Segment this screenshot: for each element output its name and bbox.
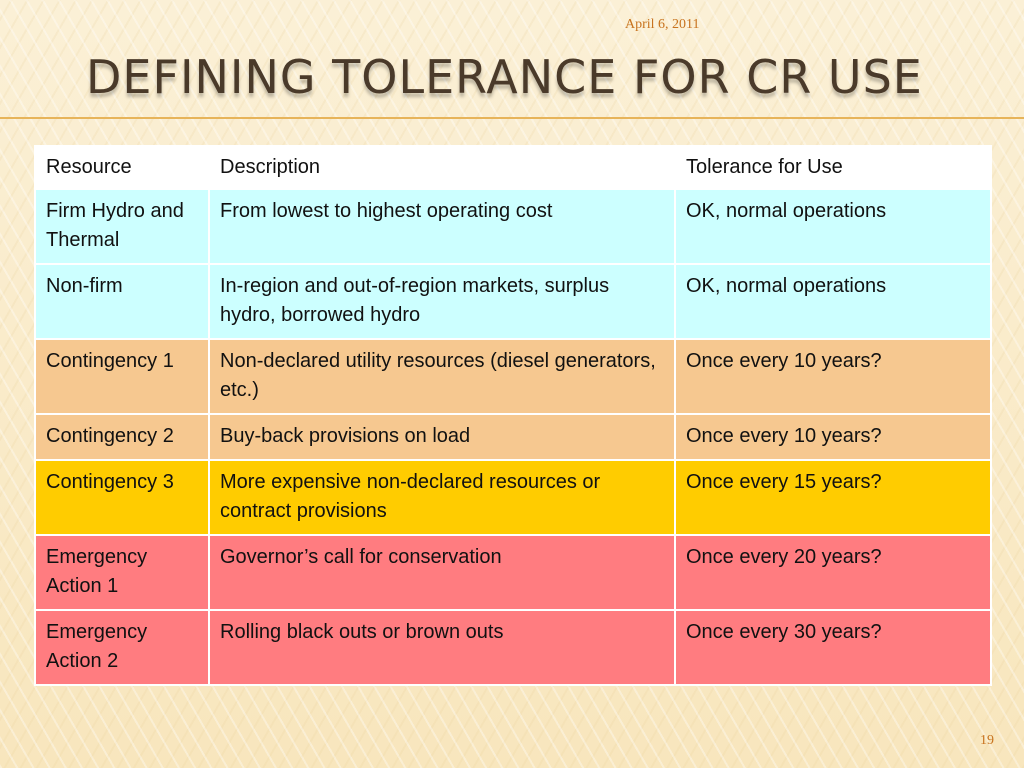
table-row: Contingency 2 Buy-back provisions on loa… [34,413,992,461]
header-resource: Resource [34,145,210,190]
table-row: Non-firm In-region and out-of-region mar… [34,263,992,340]
cell-description: Governor’s call for conservation [208,534,676,611]
cell-description: Buy-back provisions on load [208,413,676,461]
cell-resource: Contingency 1 [34,338,210,415]
cell-description: More expensive non-declared resources or… [208,459,676,536]
table-row: Contingency 1 Non-declared utility resou… [34,338,992,415]
cell-tolerance: Once every 30 years? [674,609,992,686]
cell-tolerance: Once every 10 years? [674,338,992,415]
table-header-row: Resource Description Tolerance for Use [34,145,992,190]
slide-date: April 6, 2011 [625,17,700,32]
table-row: Contingency 3 More expensive non-declare… [34,459,992,536]
table-row: Emergency Action 2 Rolling black outs or… [34,609,992,686]
cell-tolerance: Once every 15 years? [674,459,992,536]
cell-resource: Emergency Action 1 [34,534,210,611]
cell-resource: Emergency Action 2 [34,609,210,686]
header-description: Description [208,145,676,190]
header-tolerance: Tolerance for Use [674,145,992,190]
cell-resource: Non-firm [34,263,210,340]
cell-resource: Contingency 2 [34,413,210,461]
tolerance-table: Resource Description Tolerance for Use F… [34,145,992,686]
cell-tolerance: OK, normal operations [674,188,992,265]
cell-resource: Firm Hydro and Thermal [34,188,210,265]
table-row: Emergency Action 1 Governor’s call for c… [34,534,992,611]
slide-title: DEFINING TOLERANCE FOR CR USE [86,50,923,104]
cell-tolerance: OK, normal operations [674,263,992,340]
cell-description: Rolling black outs or brown outs [208,609,676,686]
cell-resource: Contingency 3 [34,459,210,536]
title-divider [0,117,1024,119]
table-row: Firm Hydro and Thermal From lowest to hi… [34,188,992,265]
cell-tolerance: Once every 10 years? [674,413,992,461]
cell-tolerance: Once every 20 years? [674,534,992,611]
cell-description: Non-declared utility resources (diesel g… [208,338,676,415]
cell-description: From lowest to highest operating cost [208,188,676,265]
cell-description: In-region and out-of-region markets, sur… [208,263,676,340]
page-number: 19 [980,733,994,748]
